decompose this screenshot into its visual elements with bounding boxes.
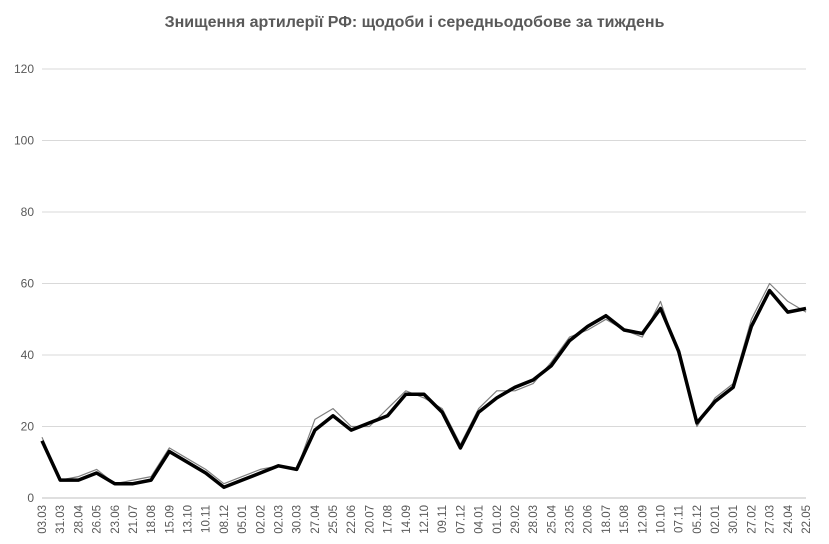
x-tick-label: 27.03: [765, 505, 777, 534]
x-tick-label: 10.11: [201, 505, 213, 533]
x-tick-label: 18.08: [146, 505, 158, 534]
x-tick-label: 18.07: [601, 505, 613, 534]
grid-lines: [42, 68, 806, 499]
x-tick-label: 01.02: [492, 505, 504, 534]
x-tick-label: 20.07: [364, 505, 376, 534]
x-tick-label: 02.03: [273, 505, 285, 534]
x-tick-label: 15.09: [164, 505, 176, 534]
x-tick-label: 28.04: [73, 504, 85, 533]
x-tick-label: 13.10: [183, 505, 195, 534]
x-tick-label: 30.03: [292, 505, 304, 534]
y-tick-label: 20: [21, 420, 35, 434]
x-tick-label: 03.03: [37, 505, 49, 534]
x-tick-label: 30.01: [728, 505, 740, 534]
series-lines: [40, 282, 807, 490]
x-tick-label: 29.02: [510, 505, 522, 534]
y-tick-label: 60: [21, 277, 35, 291]
x-tick-label: 25.04: [546, 504, 558, 533]
x-tick-label: 02.02: [255, 505, 267, 534]
x-tick-label: 24.04: [783, 504, 795, 533]
x-tick-label: 15.08: [619, 505, 631, 534]
x-tick-label: 12.09: [637, 505, 649, 534]
x-tick-label: 07.12: [455, 505, 467, 534]
x-tick-label: 20.06: [583, 505, 595, 534]
x-tick-label: 04.01: [474, 505, 486, 534]
x-tick-label: 21.07: [128, 505, 140, 534]
x-tick-label: 10.10: [655, 505, 667, 534]
x-tick-label: 25.05: [328, 505, 340, 534]
x-tick-label: 22.05: [801, 505, 813, 534]
x-axis-ticks: 03.03 31.03 28.04 26.05 23.06 21.07 18.08 15.09…: [37, 504, 813, 533]
x-tick-label: 23.05: [565, 505, 577, 534]
series-daily-line: [41, 282, 807, 485]
x-tick-label: 05.12: [692, 505, 704, 534]
x-tick-label: 23.06: [110, 505, 122, 534]
y-tick-label: 100: [14, 134, 34, 148]
y-tick-label: 120: [14, 62, 34, 76]
chart-title: Знищення артилерії РФ: щодоби і середньо…: [164, 14, 665, 31]
y-tick-label: 80: [21, 205, 35, 219]
series-weekly-average-line: [40, 288, 807, 490]
y-axis-ticks: 0 20 40 60 80 100 120: [14, 62, 34, 505]
x-tick-label: 12.10: [419, 505, 431, 534]
x-tick-label: 28.03: [528, 505, 540, 534]
x-tick-label: 17.08: [383, 505, 395, 534]
x-tick-label: 05.01: [237, 505, 249, 534]
x-tick-label: 07.11: [674, 505, 686, 533]
y-tick-label: 0: [27, 491, 34, 505]
x-tick-label: 22.06: [346, 505, 358, 534]
y-tick-label: 40: [21, 348, 35, 362]
x-tick-label: 31.03: [55, 505, 67, 534]
x-tick-label: 26.05: [92, 505, 104, 534]
x-tick-label: 14.09: [401, 505, 413, 534]
x-tick-label: 27.02: [746, 505, 758, 534]
x-tick-label: 08.12: [219, 505, 231, 534]
x-tick-label: 02.01: [710, 505, 722, 534]
x-tick-label: 09.11: [437, 505, 449, 533]
x-tick-label: 27.04: [310, 504, 322, 533]
